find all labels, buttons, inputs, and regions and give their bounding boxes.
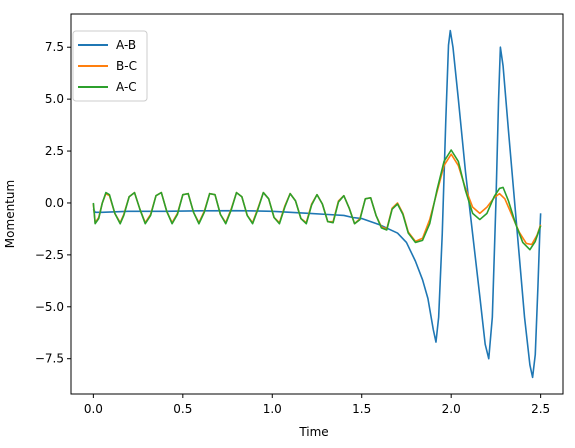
x-tick-label: 2.5 xyxy=(531,402,550,416)
x-axis: 0.0 0.5 1.0 1.5 2.0 2.5 xyxy=(84,394,550,416)
y-tick-label: 2.5 xyxy=(45,144,64,158)
y-axis-label: Momentum xyxy=(3,180,17,248)
x-axis-label: Time xyxy=(298,425,328,439)
x-tick-label: 1.0 xyxy=(263,402,282,416)
y-tick-label: −7.5 xyxy=(35,352,64,366)
legend-label-a-b: A-B xyxy=(116,38,136,52)
y-tick-label: 7.5 xyxy=(45,40,64,54)
y-tick-label: 5.0 xyxy=(45,92,64,106)
x-tick-label: 2.0 xyxy=(442,402,461,416)
series-line-a-b xyxy=(92,29,542,379)
series-line-a-c xyxy=(92,149,542,251)
y-axis: −7.5 −5.0 −2.5 0.0 2.5 5.0 7.5 xyxy=(35,40,71,366)
series-layer xyxy=(92,29,542,379)
plot-frame xyxy=(70,13,564,395)
y-tick-label: 0.0 xyxy=(45,196,64,210)
x-tick-label: 0.0 xyxy=(84,402,103,416)
x-tick-label: 0.5 xyxy=(173,402,192,416)
legend-box xyxy=(72,30,148,102)
x-tick-label: 1.5 xyxy=(352,402,371,416)
legend-label-a-c: A-C xyxy=(116,80,137,94)
legend: A-B B-C A-C xyxy=(72,30,148,102)
legend-label-b-c: B-C xyxy=(116,59,137,73)
y-tick-label: −2.5 xyxy=(35,248,64,262)
y-tick-label: −5.0 xyxy=(35,300,64,314)
